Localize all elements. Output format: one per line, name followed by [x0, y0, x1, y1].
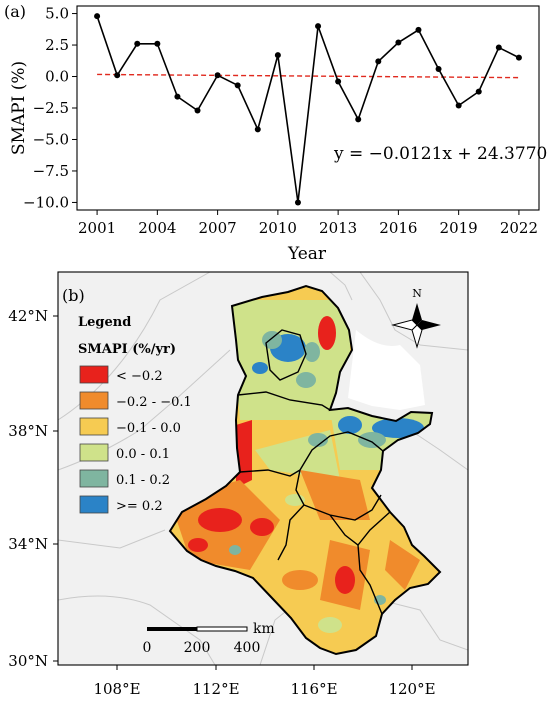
data-point — [395, 39, 402, 46]
y-tick-label: 0.0 — [45, 68, 69, 86]
lat-tick-label: 38°N — [8, 422, 48, 440]
panel-b-frame — [57, 271, 469, 666]
data-point — [134, 40, 141, 47]
trend-equation: y = −0.0121x + 24.3770 — [333, 144, 547, 164]
north-arrow-icon: N — [391, 287, 441, 349]
trend-line — [97, 73, 519, 79]
x-axis-label: Year — [287, 244, 327, 264]
y-axis-label: SMAPI (%) — [9, 61, 29, 155]
smapi-series-line — [96, 15, 520, 203]
legend-class-label: 0.1 - 0.2 — [116, 473, 170, 488]
map-context-outlines — [58, 272, 468, 665]
lat-tick-label: 30°N — [8, 652, 48, 670]
x-tick-label: 2022 — [500, 219, 538, 237]
data-point — [234, 82, 241, 89]
region-outline — [168, 284, 442, 656]
x-tick-label: 2016 — [379, 219, 417, 237]
data-point — [94, 13, 101, 20]
data-point — [274, 52, 281, 59]
panel-a-line-chart: (a) 2001 2004 2007 2010 2013 2016 2019 2022 5.0 2… — [4, 2, 547, 264]
panel-b-map: (b) Legend SMAPI (%/yr) < −0.2 −0.2 - −0.… — [8, 271, 469, 698]
legend-title: Legend — [78, 315, 131, 330]
legend-swatch — [79, 443, 109, 462]
x-tick-label: 2004 — [138, 219, 176, 237]
x-tick-label: 2013 — [319, 219, 357, 237]
legend-swatch — [79, 365, 109, 384]
data-point — [475, 88, 482, 95]
data-point — [254, 126, 261, 133]
province-borders — [237, 329, 391, 615]
y-tick-label: 5.0 — [45, 5, 69, 23]
legend-swatch — [79, 391, 109, 410]
data-point — [294, 199, 301, 206]
lat-tick-label: 34°N — [8, 535, 48, 553]
data-point — [114, 72, 121, 79]
x-tick-label: 2001 — [78, 219, 116, 237]
y-tick-label: 2.5 — [45, 36, 69, 54]
data-point — [315, 23, 322, 30]
north-label: N — [412, 287, 422, 300]
data-point — [214, 72, 221, 79]
x-tick-label: 2010 — [259, 219, 297, 237]
data-point — [174, 93, 181, 100]
map-legend: Legend SMAPI (%/yr) < −0.2 −0.2 - −0.1 −0.… — [78, 315, 192, 514]
data-point — [515, 54, 522, 61]
data-point — [355, 116, 362, 123]
data-point — [495, 44, 502, 51]
legend-class-label: < −0.2 — [116, 369, 163, 384]
data-point — [415, 26, 422, 33]
x-tick-label: 2019 — [440, 219, 478, 237]
data-point — [455, 102, 462, 109]
scale-label-400: 400 — [234, 640, 261, 656]
data-point — [335, 78, 342, 85]
data-point — [435, 65, 442, 72]
data-point — [375, 58, 382, 65]
legend-swatch — [79, 417, 109, 436]
data-point — [194, 107, 201, 114]
scale-bar: 0 200 400 km — [143, 621, 275, 656]
lon-tick-label: 112°E — [192, 680, 239, 698]
panel-b-label: (b) — [62, 286, 85, 305]
data-point — [154, 40, 161, 47]
scale-label-0: 0 — [143, 640, 152, 656]
lon-tick-label: 108°E — [93, 680, 140, 698]
legend-class-label: −0.1 - 0.0 — [116, 421, 181, 436]
legend-subtitle: SMAPI (%/yr) — [78, 342, 176, 357]
legend-class-label: −0.2 - −0.1 — [116, 395, 192, 410]
legend-class-label: >= 0.2 — [116, 499, 163, 514]
lat-tick-label: 42°N — [8, 307, 48, 325]
lon-tick-label: 120°E — [388, 680, 435, 698]
y-tick-label: −5.0 — [33, 130, 69, 148]
y-tick-label: −7.5 — [33, 162, 69, 180]
scale-unit: km — [253, 621, 275, 637]
x-tick-label: 2007 — [199, 219, 237, 237]
legend-swatch — [79, 495, 109, 514]
panel-a-label: (a) — [4, 2, 26, 21]
legend-swatch — [79, 469, 109, 488]
scale-label-200: 200 — [184, 640, 211, 656]
legend-class-label: 0.0 - 0.1 — [116, 447, 170, 462]
y-tick-label: −10.0 — [23, 193, 69, 211]
lon-tick-label: 116°E — [290, 680, 337, 698]
y-tick-label: −2.5 — [33, 99, 69, 117]
